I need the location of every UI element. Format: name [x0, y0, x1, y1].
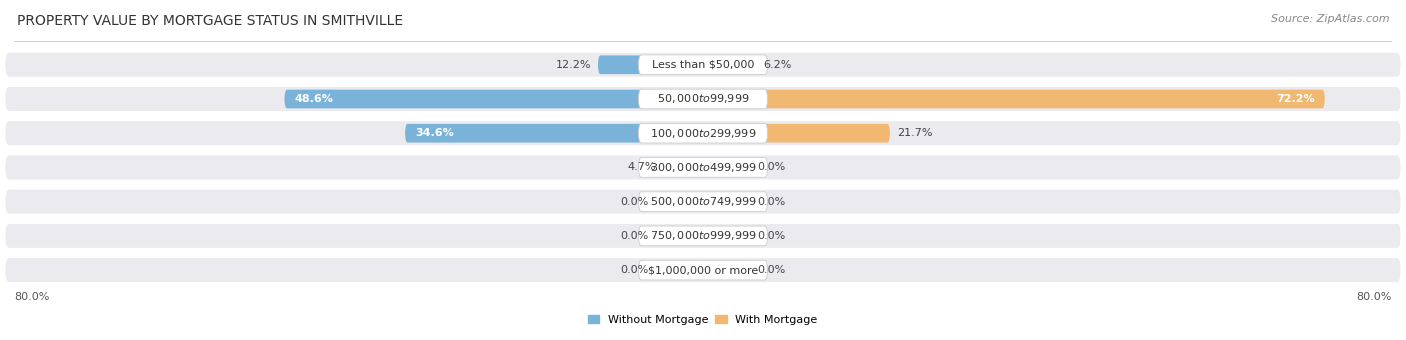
FancyBboxPatch shape: [703, 90, 1324, 108]
Text: PROPERTY VALUE BY MORTGAGE STATUS IN SMITHVILLE: PROPERTY VALUE BY MORTGAGE STATUS IN SMI…: [17, 14, 404, 28]
FancyBboxPatch shape: [284, 90, 703, 108]
FancyBboxPatch shape: [6, 190, 1400, 214]
FancyBboxPatch shape: [703, 55, 756, 74]
Text: 48.6%: 48.6%: [295, 94, 333, 104]
FancyBboxPatch shape: [6, 53, 1400, 77]
Text: 0.0%: 0.0%: [758, 163, 786, 172]
FancyBboxPatch shape: [638, 192, 768, 211]
Text: $1,000,000 or more: $1,000,000 or more: [648, 265, 758, 275]
FancyBboxPatch shape: [703, 158, 751, 177]
Text: $500,000 to $749,999: $500,000 to $749,999: [650, 195, 756, 208]
FancyBboxPatch shape: [6, 121, 1400, 145]
FancyBboxPatch shape: [655, 261, 703, 279]
FancyBboxPatch shape: [703, 226, 751, 245]
Text: 80.0%: 80.0%: [14, 292, 49, 303]
Text: Source: ZipAtlas.com: Source: ZipAtlas.com: [1271, 14, 1389, 23]
Text: 0.0%: 0.0%: [620, 231, 648, 241]
Text: Less than $50,000: Less than $50,000: [652, 60, 754, 70]
FancyBboxPatch shape: [703, 261, 751, 279]
Text: $750,000 to $999,999: $750,000 to $999,999: [650, 230, 756, 242]
Text: 4.7%: 4.7%: [627, 163, 655, 172]
FancyBboxPatch shape: [703, 124, 890, 142]
FancyBboxPatch shape: [703, 192, 751, 211]
FancyBboxPatch shape: [655, 226, 703, 245]
FancyBboxPatch shape: [638, 89, 768, 109]
FancyBboxPatch shape: [6, 258, 1400, 282]
Text: $50,000 to $99,999: $50,000 to $99,999: [657, 92, 749, 105]
FancyBboxPatch shape: [6, 224, 1400, 248]
Legend: Without Mortgage, With Mortgage: Without Mortgage, With Mortgage: [588, 314, 818, 325]
Text: 0.0%: 0.0%: [758, 231, 786, 241]
FancyBboxPatch shape: [662, 158, 703, 177]
Text: 0.0%: 0.0%: [620, 265, 648, 275]
Text: 0.0%: 0.0%: [758, 197, 786, 207]
FancyBboxPatch shape: [638, 158, 768, 177]
Text: 72.2%: 72.2%: [1275, 94, 1315, 104]
Text: 34.6%: 34.6%: [415, 128, 454, 138]
FancyBboxPatch shape: [6, 155, 1400, 180]
Text: 80.0%: 80.0%: [1357, 292, 1392, 303]
Text: $300,000 to $499,999: $300,000 to $499,999: [650, 161, 756, 174]
Text: 0.0%: 0.0%: [620, 197, 648, 207]
FancyBboxPatch shape: [638, 260, 768, 280]
Text: 12.2%: 12.2%: [555, 60, 591, 70]
Text: 21.7%: 21.7%: [897, 128, 932, 138]
Text: 0.0%: 0.0%: [758, 265, 786, 275]
FancyBboxPatch shape: [6, 87, 1400, 111]
FancyBboxPatch shape: [655, 192, 703, 211]
FancyBboxPatch shape: [638, 226, 768, 246]
Text: $100,000 to $299,999: $100,000 to $299,999: [650, 127, 756, 140]
FancyBboxPatch shape: [638, 123, 768, 143]
FancyBboxPatch shape: [598, 55, 703, 74]
FancyBboxPatch shape: [405, 124, 703, 142]
Text: 6.2%: 6.2%: [763, 60, 792, 70]
FancyBboxPatch shape: [638, 55, 768, 74]
